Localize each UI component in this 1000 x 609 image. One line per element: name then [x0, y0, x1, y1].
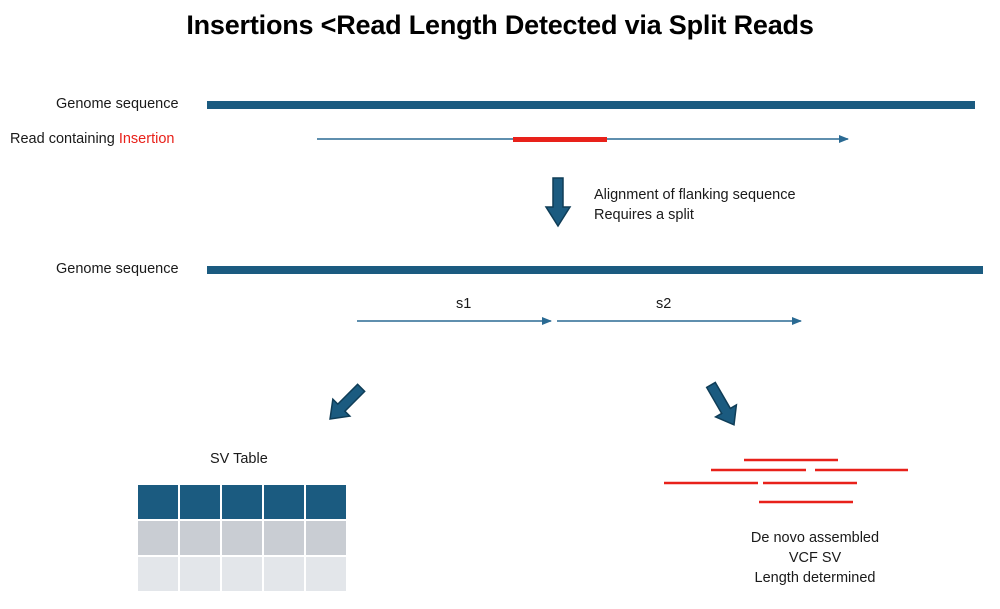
split-s2-label: s2	[656, 296, 672, 312]
split-s1-label: s1	[456, 296, 472, 312]
assembly-note-line1: De novo assembled	[750, 530, 880, 546]
insertion-label: Insertion	[118, 131, 175, 147]
alignment-note: Alignment of flanking sequence Requires …	[594, 185, 796, 225]
table-cell	[264, 521, 304, 555]
insertion-segment	[513, 137, 607, 142]
table-cell	[306, 557, 346, 591]
table-header-row	[138, 485, 346, 519]
diagram-title: Insertions <Read Length Detected via Spl…	[186, 10, 814, 40]
genome-bar-top	[207, 101, 975, 109]
sv-table-title: SV Table	[210, 451, 268, 467]
sv-table	[136, 483, 348, 593]
genome-sequence-label-middle: Genome sequence	[56, 261, 179, 277]
alignment-note-line2: Requires a split	[594, 207, 694, 223]
table-cell	[180, 521, 220, 555]
genome-sequence-label-top: Genome sequence	[56, 96, 179, 112]
table-cell	[222, 557, 262, 591]
read-label: Read containing Insertion	[10, 131, 174, 147]
table-cell	[138, 485, 178, 519]
table-cell	[264, 557, 304, 591]
table-row	[138, 557, 346, 591]
assembly-note: De novo assembled VCF SV Length determin…	[735, 528, 895, 588]
table-row	[138, 521, 346, 555]
alignment-note-line1: Alignment of flanking sequence	[594, 187, 796, 203]
table-cell	[180, 485, 220, 519]
table-cell	[264, 485, 304, 519]
genome-bar-middle	[207, 266, 983, 274]
assembly-note-line2: VCF SV	[788, 550, 842, 566]
assembled-reads	[664, 458, 908, 504]
table-cell	[180, 557, 220, 591]
assembly-note-line3: Length determined	[754, 570, 876, 586]
table-cell	[138, 557, 178, 591]
down-right-arrow-icon	[705, 381, 738, 426]
table-cell	[306, 485, 346, 519]
read-label-prefix: Read containing	[10, 131, 119, 147]
down-left-arrow-icon	[329, 383, 366, 420]
table-cell	[222, 521, 262, 555]
table-cell	[138, 521, 178, 555]
table-cell	[222, 485, 262, 519]
down-arrow-icon	[544, 177, 572, 228]
table-cell	[306, 521, 346, 555]
